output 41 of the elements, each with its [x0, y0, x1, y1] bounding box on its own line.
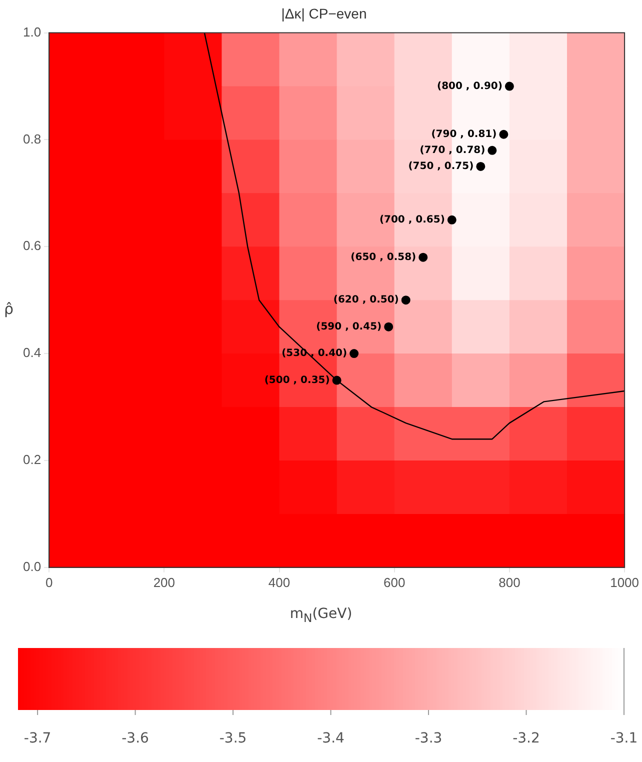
data-label: (750 , 0.75) — [408, 161, 474, 172]
data-label: (650 , 0.58) — [350, 252, 416, 263]
point — [418, 252, 428, 262]
chart-title: |Δκ| CP−even — [281, 5, 367, 22]
y-tick-label: 0.4 — [22, 345, 42, 360]
x-tick-label: 200 — [153, 574, 176, 590]
x-axis-title: m$_{N}$(GeV) — [288, 606, 354, 625]
x-tick-label: 400 — [268, 574, 290, 590]
data-label: (500 , 0.35) — [264, 374, 330, 386]
x-tick-label: 600 — [384, 574, 406, 590]
point — [476, 162, 486, 171]
color-bar-label: -3.3 — [414, 730, 442, 747]
x-tick-label: 1000 — [610, 574, 639, 590]
y-tick-label: 0.2 — [22, 452, 42, 468]
point — [401, 296, 410, 305]
color-bar-label: -3.5 — [219, 730, 247, 747]
color-bar-label: -3.6 — [122, 730, 150, 747]
color-bar-label: -3.1 — [610, 730, 638, 747]
x-tick-label: 800 — [498, 574, 520, 590]
color-bar-label: -3.7 — [24, 730, 52, 747]
y-tick-label: 0.6 — [22, 238, 42, 254]
data-label: (700 , 0.65) — [379, 214, 445, 226]
data-label: (590 , 0.45) — [316, 321, 382, 332]
point — [488, 146, 497, 155]
point — [499, 130, 508, 139]
point — [350, 349, 359, 358]
color-bar-label: -3.2 — [512, 730, 540, 747]
y-tick-label: 1.0 — [22, 24, 42, 40]
x-tick-label: 0 — [45, 574, 53, 590]
y-tick-label: 0.8 — [22, 131, 42, 146]
point — [504, 82, 514, 91]
data-label: (770 , 0.78) — [420, 145, 486, 156]
y-tick-label: 0.0 — [22, 558, 42, 574]
color-bar-label: -3.4 — [317, 730, 345, 747]
point — [384, 322, 394, 332]
data-label: (800 , 0.90) — [436, 80, 502, 92]
point — [447, 215, 456, 224]
data-label: (620 , 0.50) — [333, 294, 399, 306]
point — [332, 376, 342, 385]
y-axis-title: ρ̂ — [4, 300, 14, 318]
data-label: (790 , 0.81) — [431, 128, 497, 140]
